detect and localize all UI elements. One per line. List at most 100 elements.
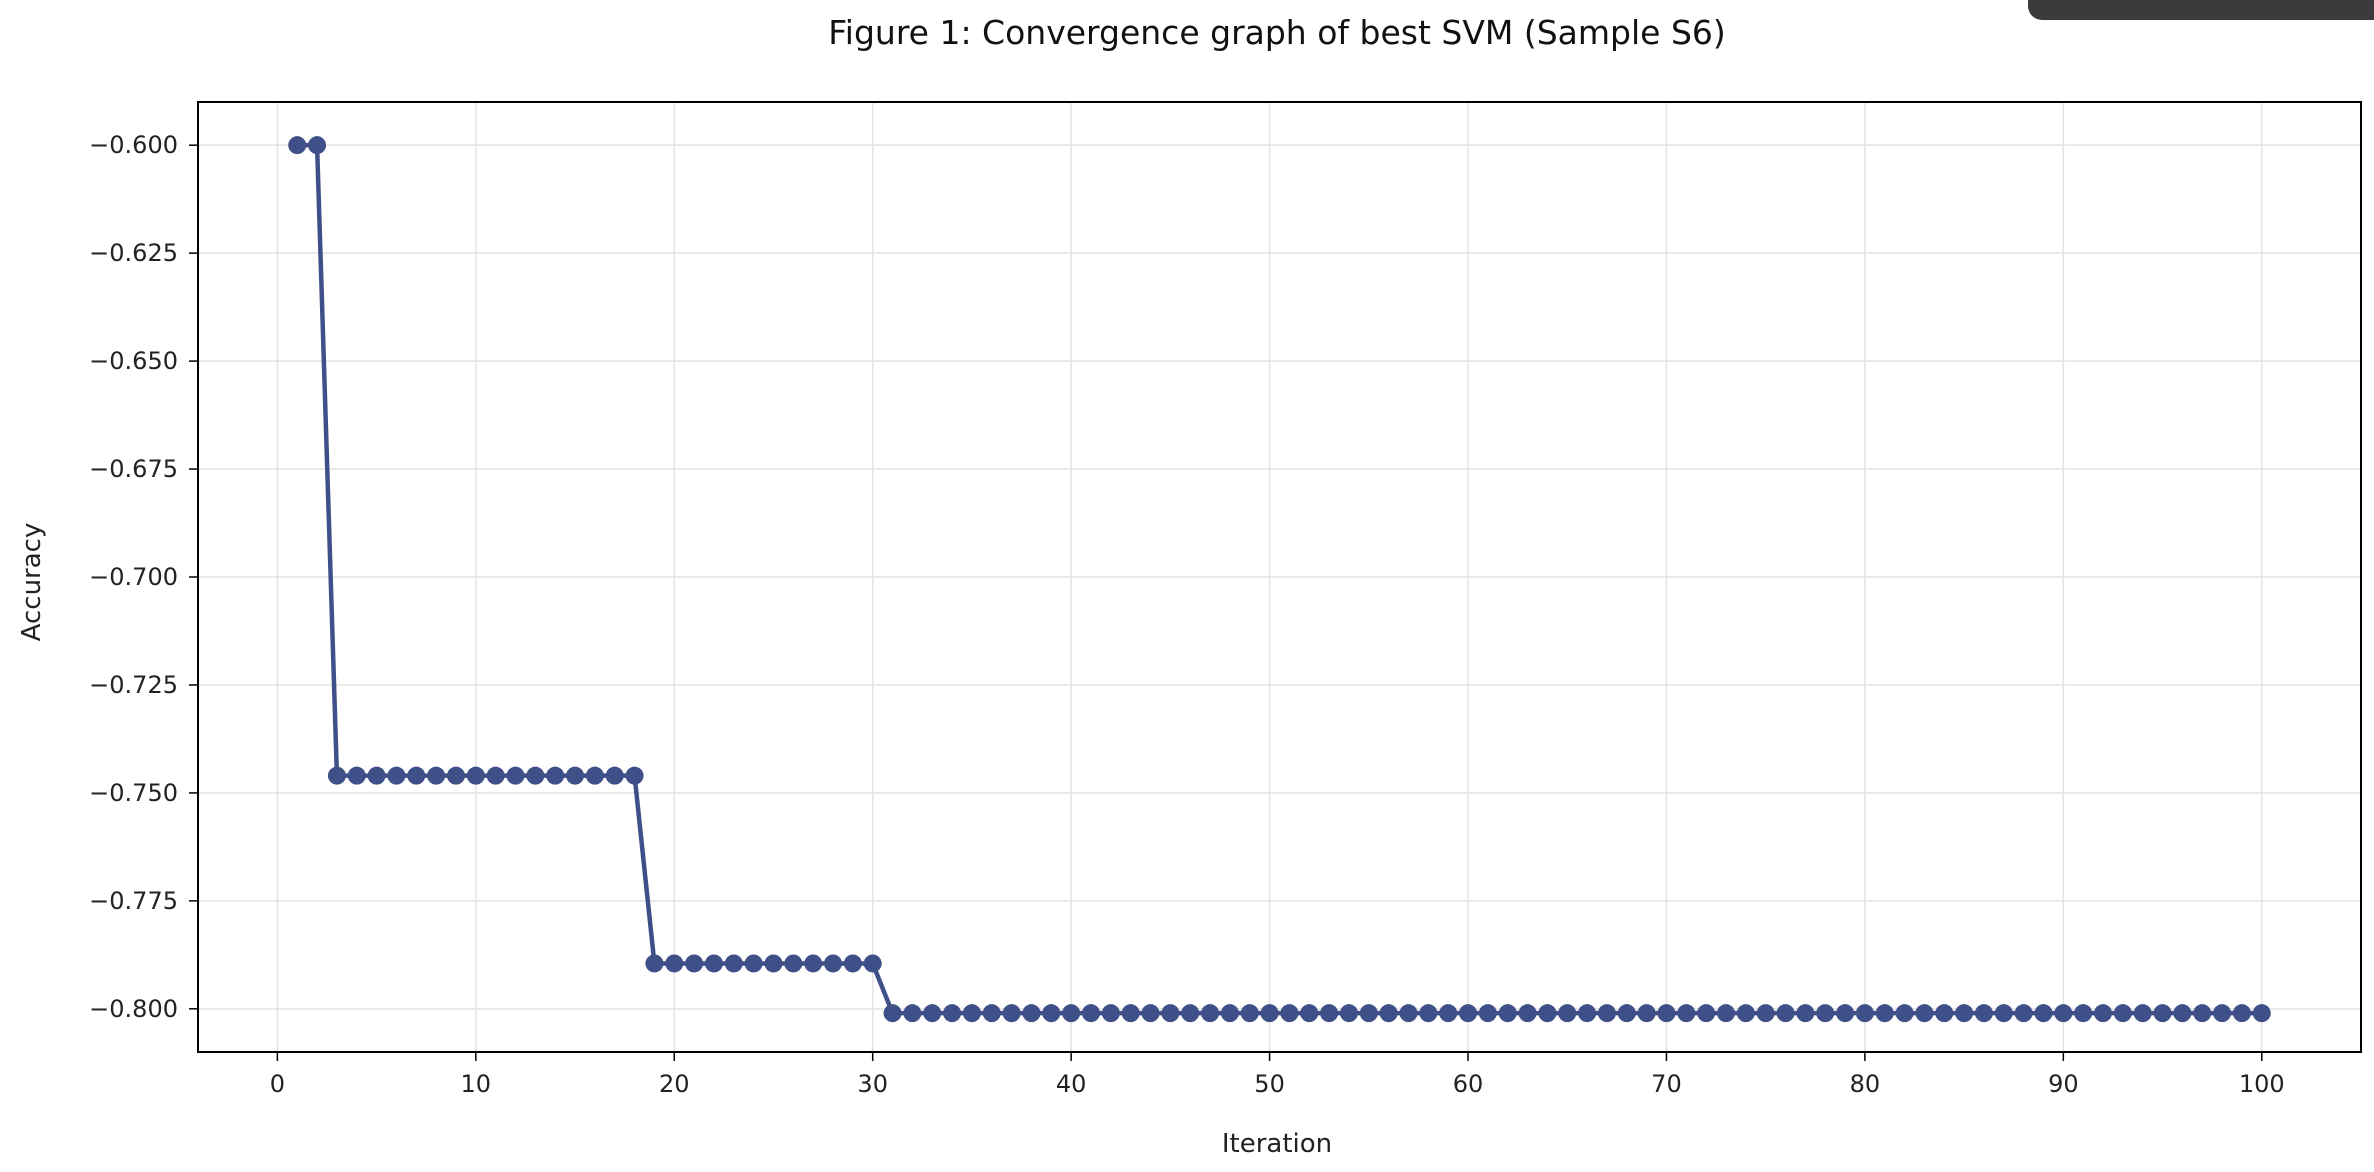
data-point — [347, 766, 366, 785]
data-point — [1895, 1004, 1914, 1023]
data-point — [546, 766, 565, 785]
data-point — [1399, 1004, 1418, 1023]
data-point — [2074, 1004, 2093, 1023]
data-point — [744, 954, 763, 973]
data-point — [1359, 1004, 1378, 1023]
x-tick-label: 70 — [1651, 1070, 1682, 1098]
data-point — [1836, 1004, 1855, 1023]
data-point — [1935, 1004, 1954, 1023]
data-point — [2213, 1004, 2232, 1023]
data-point — [982, 1004, 1001, 1023]
y-tick-label: −0.600 — [89, 131, 178, 159]
series-line-path — [297, 142, 2262, 1016]
data-point — [903, 1004, 922, 1023]
data-point — [1558, 1004, 1577, 1023]
data-point — [1339, 1004, 1358, 1023]
data-point — [1716, 1004, 1735, 1023]
data-point — [1875, 1004, 1894, 1023]
data-point — [724, 954, 743, 973]
data-point — [1439, 1004, 1458, 1023]
data-point — [2094, 1004, 2113, 1023]
data-point — [1459, 1004, 1478, 1023]
data-point — [1201, 1004, 1220, 1023]
data-point — [1042, 1004, 1061, 1023]
y-tick-label: −0.725 — [89, 671, 178, 699]
data-point — [1855, 1004, 1874, 1023]
data-point — [2252, 1004, 2271, 1023]
data-point — [625, 766, 644, 785]
data-point — [387, 766, 406, 785]
data-point — [2232, 1004, 2251, 1023]
data-point — [1617, 1004, 1636, 1023]
data-point — [704, 954, 723, 973]
data-point — [1796, 1004, 1815, 1023]
x-tick-label: 100 — [2239, 1070, 2285, 1098]
data-point — [2153, 1004, 2172, 1023]
data-point — [486, 766, 505, 785]
data-point — [863, 954, 882, 973]
data-point — [1974, 1004, 1993, 1023]
data-point — [1994, 1004, 2013, 1023]
data-point — [2014, 1004, 2033, 1023]
x-tick-label: 60 — [1453, 1070, 1484, 1098]
data-point — [1776, 1004, 1795, 1023]
x-tick-label: 0 — [270, 1070, 285, 1098]
data-point — [1081, 1004, 1100, 1023]
data-point — [883, 1004, 902, 1023]
x-tick-label: 90 — [2048, 1070, 2079, 1098]
data-point — [566, 766, 585, 785]
data-point — [367, 766, 386, 785]
y-axis-label: Accuracy — [17, 523, 47, 642]
data-point — [962, 1004, 981, 1023]
data-point — [1121, 1004, 1140, 1023]
x-tick-label: 40 — [1056, 1070, 1087, 1098]
data-point — [2113, 1004, 2132, 1023]
data-point — [1756, 1004, 1775, 1023]
data-point — [506, 766, 525, 785]
y-tick-label: −0.650 — [89, 347, 178, 375]
data-point — [2054, 1004, 2073, 1023]
data-point — [685, 954, 704, 973]
x-tick-label: 50 — [1254, 1070, 1285, 1098]
data-point — [1736, 1004, 1755, 1023]
data-point — [1657, 1004, 1676, 1023]
data-point — [466, 766, 485, 785]
data-point — [288, 136, 307, 155]
data-point — [843, 954, 862, 973]
x-tick-label: 30 — [857, 1070, 888, 1098]
data-point — [1915, 1004, 1934, 1023]
data-point — [585, 766, 604, 785]
data-point — [1280, 1004, 1299, 1023]
grid-lines — [198, 102, 2361, 1052]
data-point — [1677, 1004, 1696, 1023]
corner-toolbar-widget[interactable] — [2028, 0, 2374, 20]
data-point — [1816, 1004, 1835, 1023]
data-point — [665, 954, 684, 973]
data-point — [1320, 1004, 1339, 1023]
y-axis-ticks: −0.600 −0.625 −0.650 −0.675 −0.700 −0.725 −0.7… — [89, 131, 198, 1023]
data-point — [824, 954, 843, 973]
data-point — [327, 766, 346, 785]
data-point — [1181, 1004, 1200, 1023]
data-point — [1002, 1004, 1021, 1023]
data-point — [308, 136, 327, 155]
y-tick-label: −0.700 — [89, 563, 178, 591]
series-points — [288, 136, 2271, 1023]
data-point — [943, 1004, 962, 1023]
data-point — [1240, 1004, 1259, 1023]
x-axis-ticks: 0 10 20 30 40 50 60 70 80 90 100 — [270, 1052, 2285, 1098]
data-point — [1220, 1004, 1239, 1023]
series-line — [297, 142, 2262, 1016]
data-point — [1538, 1004, 1557, 1023]
data-point — [1578, 1004, 1597, 1023]
y-tick-label: −0.750 — [89, 779, 178, 807]
data-point — [526, 766, 545, 785]
data-point — [407, 766, 426, 785]
y-tick-label: −0.800 — [89, 995, 178, 1023]
data-point — [2173, 1004, 2192, 1023]
x-tick-label: 10 — [461, 1070, 492, 1098]
data-point — [764, 954, 783, 973]
chart-title: Figure 1: Convergence graph of best SVM … — [828, 13, 1726, 52]
data-point — [1518, 1004, 1537, 1023]
data-point — [1161, 1004, 1180, 1023]
